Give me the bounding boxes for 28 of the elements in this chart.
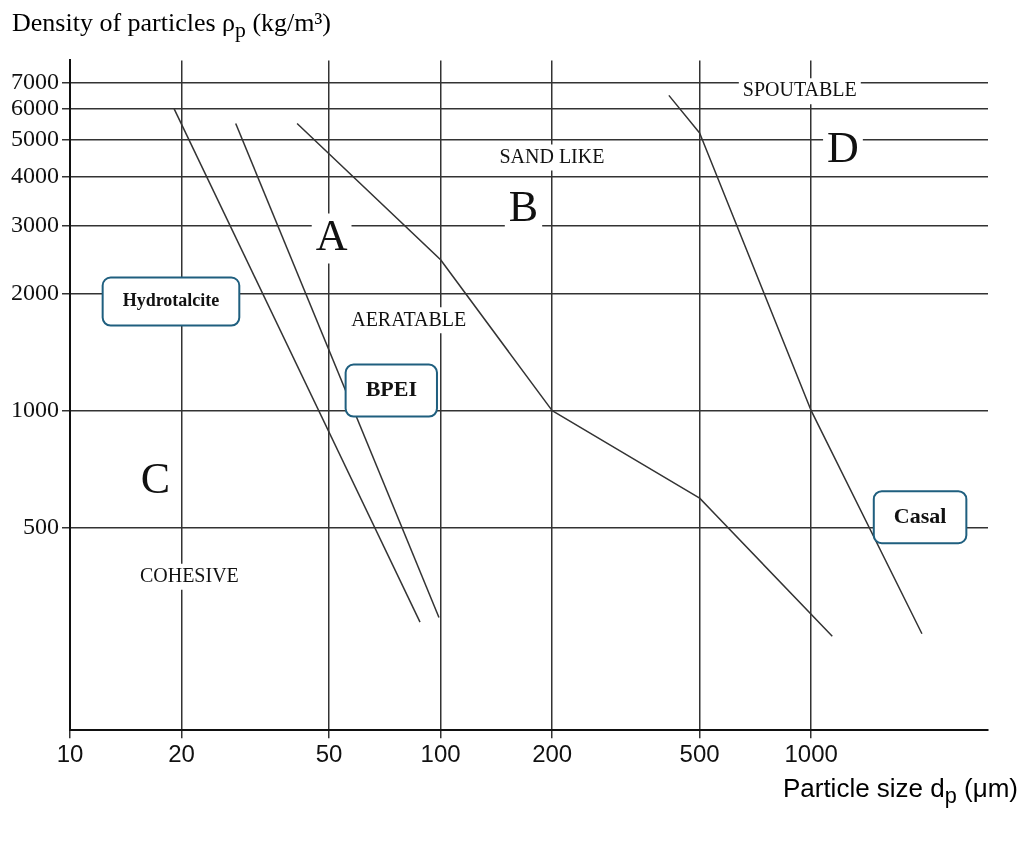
y-tick-label: 1000 [11, 396, 59, 423]
annotation: C [140, 454, 171, 504]
x-tick-label: 50 [315, 740, 343, 768]
y-tick-label: 3000 [11, 211, 59, 238]
annotation: COHESIVE [139, 564, 239, 587]
annotation: Hydrotalcite [122, 290, 220, 311]
x-tick-label: 20 [168, 740, 195, 768]
y-tick-label: 500 [23, 512, 59, 539]
y-tick-label: 2000 [11, 279, 59, 306]
x-tick-label: 200 [532, 740, 573, 768]
y-axis-title: Density of particles ρ$_{p}$ (kg/m³) [12, 8, 332, 44]
y-tick-label: 5000 [11, 125, 59, 152]
annotation: SPOUTABLE [742, 78, 857, 101]
x-tick-label: 500 [679, 740, 720, 768]
y-tick-label: 7000 [11, 68, 59, 95]
x-axis-title: Particle size d$_{p}$ (μm) [781, 773, 1018, 810]
annotation: Casal [893, 503, 947, 529]
annotation: SAND LIKE [499, 144, 605, 167]
annotation: AERATABLE [351, 307, 467, 330]
x-tick-label: 1000 [784, 740, 838, 768]
annotation: B [508, 182, 539, 232]
y-tick-label: 6000 [11, 94, 59, 121]
annotation: D [827, 123, 859, 173]
x-tick-label: 100 [420, 740, 461, 768]
x-tick-label: 10 [56, 740, 84, 768]
annotation: BPEI [365, 376, 417, 402]
y-tick-label: 4000 [11, 162, 59, 189]
annotation: A [315, 211, 348, 261]
